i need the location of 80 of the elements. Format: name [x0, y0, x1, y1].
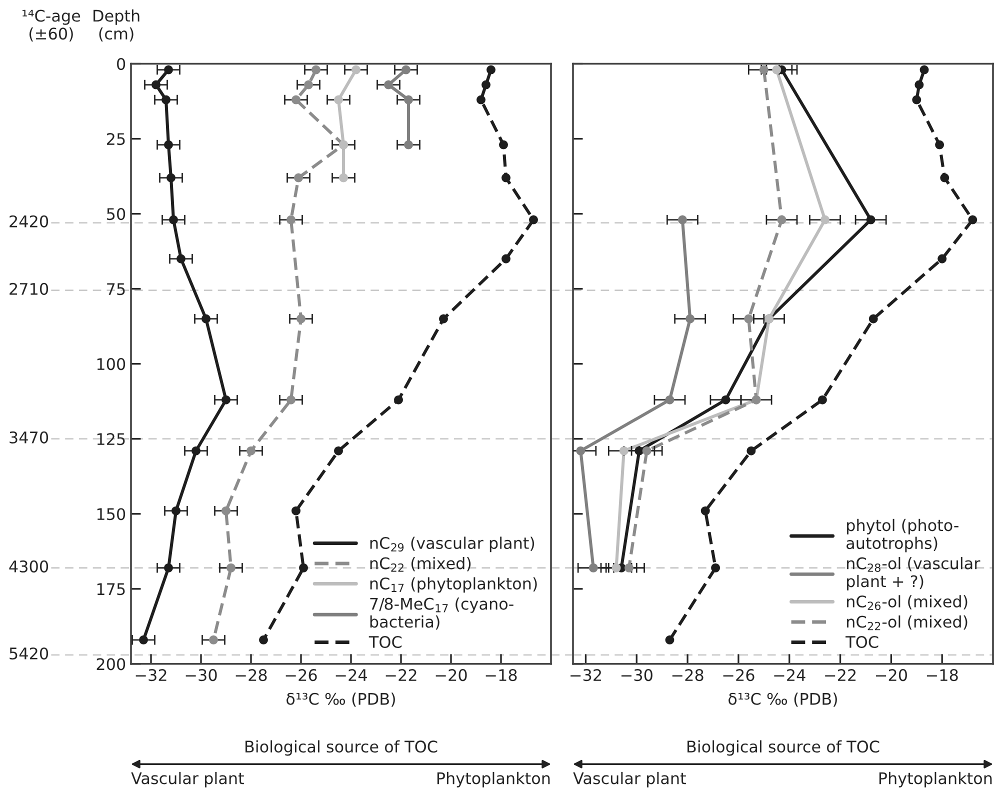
point [866, 215, 876, 224]
point [634, 446, 644, 456]
y-axis-title: Depth (cm) [94, 9, 140, 42]
text: Biological source of TOC [246, 740, 438, 756]
y-tick-label: 175 [97, 583, 125, 596]
x-tick-label: −22 [386, 669, 416, 681]
x-tick-label: −20 [876, 669, 907, 682]
y-tick-label: 125 [97, 433, 125, 446]
text: Phytoplankton [437, 772, 550, 788]
y-tick-label: 200 [96, 658, 126, 670]
text: 4300 [9, 560, 48, 573]
x-axis-title: δ¹³C ‰ (PDB) [728, 692, 837, 707]
x-tick-label: −32 [136, 669, 166, 682]
legend-label: 7/8-MeC$_{17}$ (cyano- bacteria) [370, 597, 514, 630]
point [920, 65, 929, 74]
point [772, 65, 782, 74]
text: Vascular plant [573, 772, 686, 788]
legend-label: nC$_{29}$ (vascular plant) [370, 536, 534, 552]
legend-label: phytol (photo- autotrophs) [846, 518, 958, 552]
x-tick-label: −30 [186, 669, 217, 682]
point [968, 215, 978, 224]
text: Biological source of TOC [688, 740, 880, 756]
y-tick-label: 75 [107, 283, 125, 296]
point [721, 395, 730, 404]
x-tick-label: −26 [286, 669, 317, 682]
point [665, 395, 674, 404]
y-tick-label: 0 [117, 58, 126, 70]
point [746, 446, 756, 456]
text: 3470 [10, 431, 48, 444]
y-tick-label: 50 [107, 208, 126, 220]
text: 2420 [10, 215, 48, 228]
text: Vascular plant [131, 772, 244, 788]
legend-label: nC$_{28}$-ol (vascular plant + ?) [847, 557, 980, 590]
legend-label: TOC [368, 636, 402, 648]
point [777, 215, 786, 224]
point [665, 635, 674, 644]
x-tick-label: −20 [436, 669, 467, 682]
point [612, 563, 621, 572]
point [678, 215, 687, 224]
point [938, 254, 947, 264]
point [686, 314, 695, 324]
x-tick-label: −32 [570, 669, 601, 682]
legend-label: nC$_{22}$ (mixed) [370, 556, 471, 572]
text: Phytoplankton [879, 772, 992, 788]
x-tick-label: −30 [621, 669, 652, 682]
point [912, 95, 922, 104]
legend-label: nC$_{26}$-ol (mixed) [847, 595, 968, 610]
x-tick-label: −22 [825, 669, 856, 681]
point [940, 173, 950, 182]
y-tick-label: 25 [106, 132, 125, 146]
x-tick-label: −24 [774, 669, 806, 681]
point [914, 80, 924, 90]
point [700, 506, 710, 516]
point [576, 446, 586, 456]
point [642, 446, 652, 456]
text: 5420 [10, 647, 48, 660]
y-tick-label: 100 [97, 358, 126, 370]
x-tick-label: −28 [236, 669, 267, 682]
point [759, 65, 768, 74]
text: ¹⁴C-age (±60) [22, 10, 80, 42]
point [935, 140, 944, 150]
x-axis-title: δ¹³C ‰ (PDB) [286, 692, 395, 707]
x-tick-label: −24 [336, 669, 367, 681]
x-tick-label: −18 [926, 669, 958, 682]
point [619, 446, 628, 456]
x-tick-label: −18 [486, 669, 517, 682]
point [588, 563, 598, 572]
y-tick-label: 150 [97, 508, 126, 520]
legend-label: nC$_{22}$-ol (mixed) [847, 615, 968, 630]
point [711, 563, 720, 572]
point [818, 395, 827, 404]
point [820, 215, 830, 224]
legend-label: TOC [846, 636, 878, 648]
point [624, 563, 634, 572]
point [744, 314, 754, 324]
x-tick-label: −26 [723, 669, 754, 682]
point [868, 314, 878, 324]
x-tick-label: −28 [672, 669, 704, 682]
legend-label: nC$_{17}$ (phytoplankton) [370, 577, 537, 593]
text: 2710 [10, 282, 48, 295]
